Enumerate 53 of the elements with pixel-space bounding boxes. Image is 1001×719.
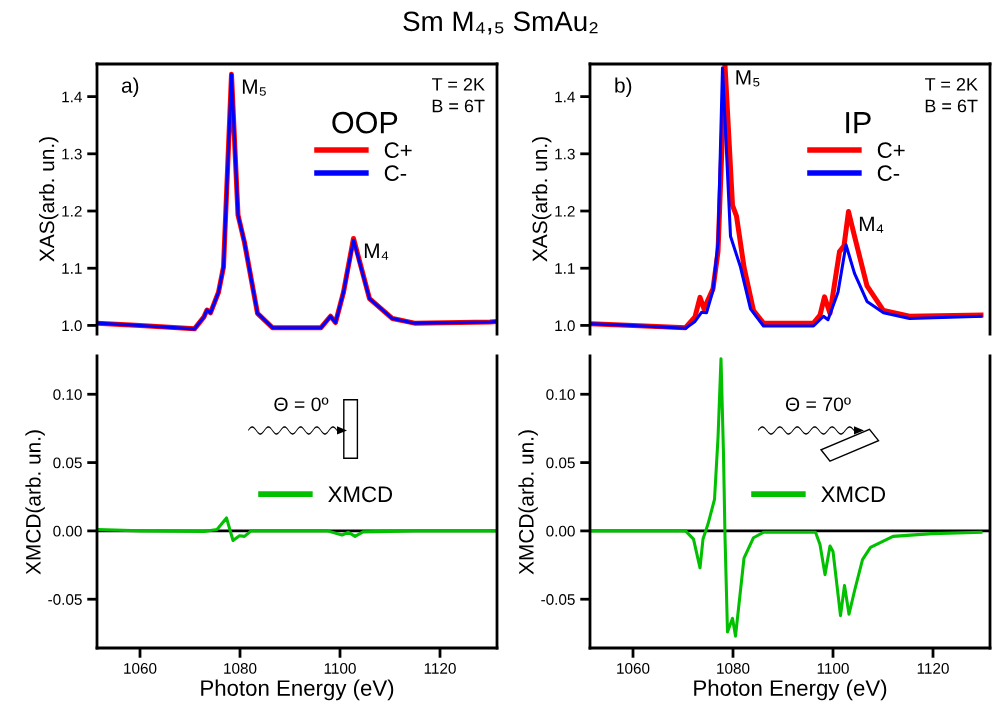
y-tick-label: -0.05 (48, 594, 82, 605)
y-tick-label: 1.1 (62, 263, 82, 274)
y-tick-label: -0.05 (541, 594, 575, 605)
chart-title: Sm M₄,₅ SmAu₂ (403, 11, 598, 35)
y-tick-label: 1.0 (62, 320, 82, 332)
annotation: M₄ (859, 216, 884, 233)
annotation: M₅ (242, 79, 266, 96)
y-tick-label: 1.0 (555, 320, 575, 332)
y-tick-label: 0.00 (546, 525, 575, 537)
legend-label: XMCD (328, 486, 393, 503)
x-tick-label: 1080 (717, 662, 750, 674)
annotation: T = 2K (925, 77, 978, 91)
x-tick-label: 1120 (424, 662, 456, 674)
annotation: a) (121, 77, 139, 97)
annotation: M₄ (364, 243, 389, 260)
legend-title: IP (846, 112, 871, 134)
annotation: B = 6T (925, 99, 978, 113)
y-tick-label: 1.1 (555, 263, 575, 274)
legend-label: XMCD (821, 486, 886, 503)
legend-label: C+ (384, 142, 412, 159)
annotation: B = 6T (432, 99, 485, 113)
y-tick-label: 0.10 (53, 389, 82, 400)
x-tick-label: 1100 (817, 662, 849, 674)
y-tick-label: 0.00 (53, 525, 82, 537)
y-tick-label: 0.10 (546, 389, 575, 400)
annotation: Θ = 0º (274, 397, 329, 412)
legend-label: C- (877, 165, 900, 181)
y-tick-label: 1.4 (555, 91, 575, 103)
annotation: M₅ (736, 70, 760, 87)
x-tick-label: 1080 (224, 662, 257, 674)
x-tick-label: 1060 (124, 662, 157, 674)
x-axis-title: Photon Energy (eV) (201, 679, 394, 701)
y-axis-title: XAS(arb. un.) (531, 137, 552, 262)
x-tick-label: 1060 (617, 662, 650, 674)
y-tick-label: 0.05 (53, 457, 82, 469)
x-axis-title: Photon Energy (eV) (694, 679, 887, 701)
y-tick-label: 0.05 (546, 457, 575, 469)
y-tick-label: 1.2 (555, 205, 575, 217)
annotation: T = 2K (432, 77, 485, 91)
legend-label: C- (384, 165, 407, 181)
annotation: b) (615, 77, 632, 97)
y-tick-label: 1.3 (62, 148, 82, 160)
y-axis-title: XMCD(arb. un.) (25, 430, 45, 575)
y-tick-label: 1.4 (62, 91, 82, 103)
x-tick-label: 1120 (917, 662, 949, 674)
y-axis-title: XMCD(arb. un.) (518, 430, 538, 575)
y-tick-label: 1.3 (555, 148, 575, 160)
legend-title: OOP (332, 111, 398, 134)
y-axis-title: XAS(arb. un.) (38, 137, 59, 262)
x-tick-label: 1100 (324, 662, 356, 674)
legend-label: C+ (877, 142, 905, 159)
annotation: Θ = 70º (785, 397, 851, 412)
y-tick-label: 1.2 (62, 205, 82, 217)
